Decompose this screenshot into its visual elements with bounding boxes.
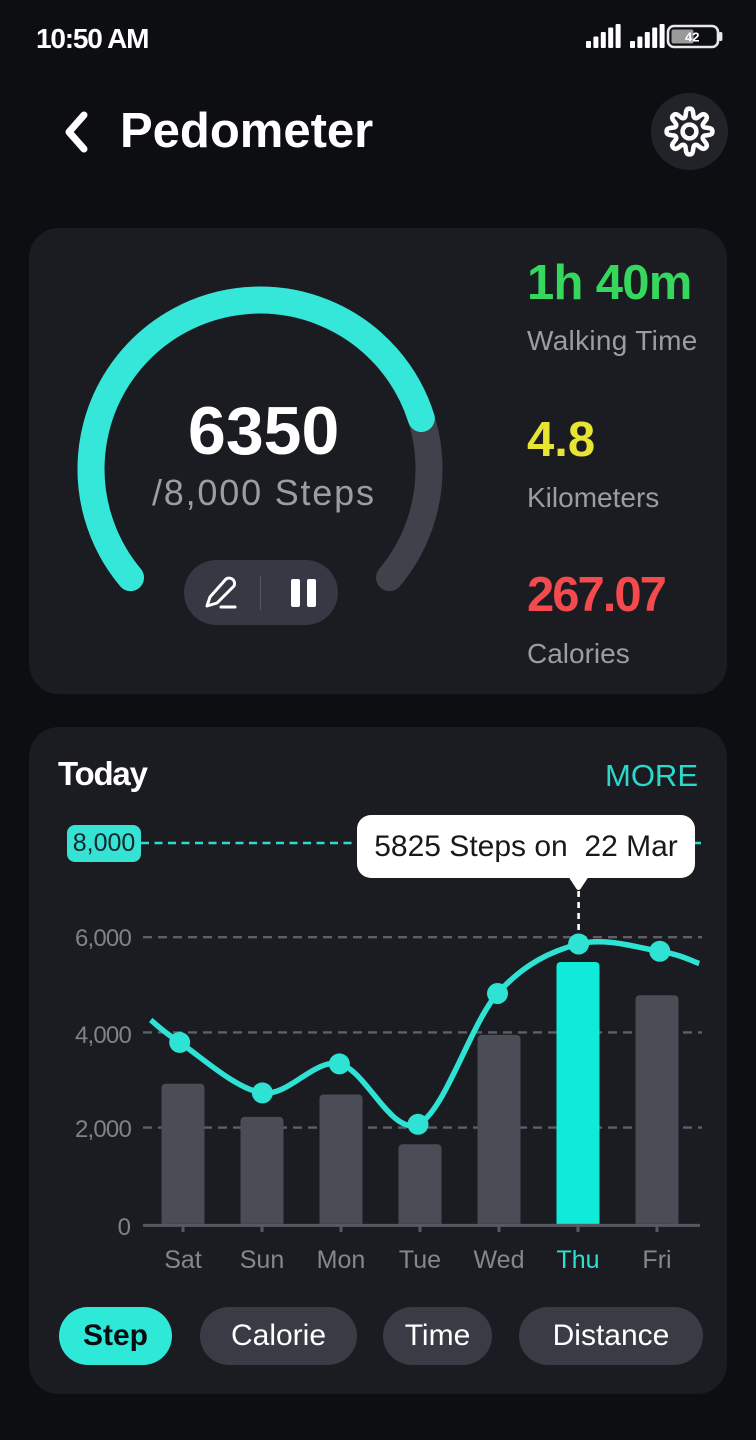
svg-text:42: 42 — [685, 30, 699, 45]
